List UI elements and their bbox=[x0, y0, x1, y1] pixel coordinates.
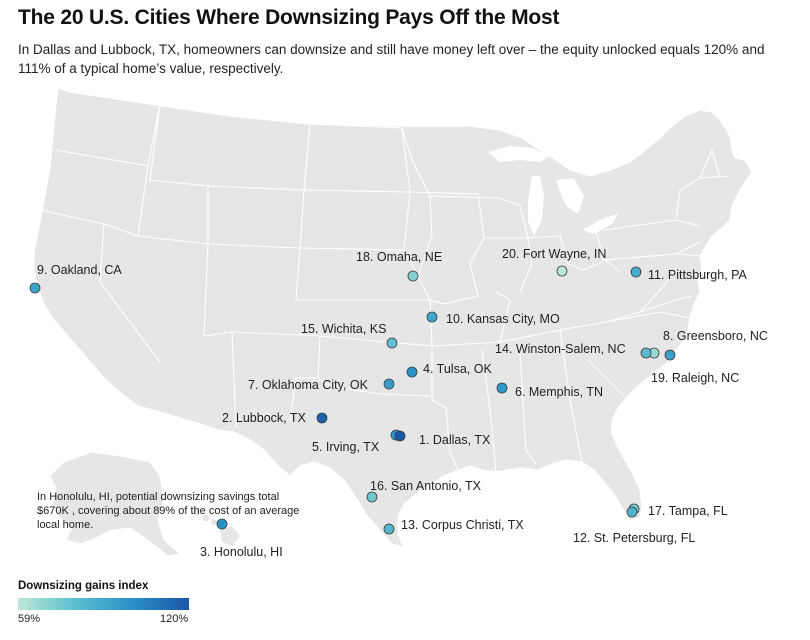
chart-title: The 20 U.S. Cities Where Downsizing Pays… bbox=[18, 6, 560, 29]
city-marker-tulsa-ok[interactable] bbox=[406, 366, 418, 378]
city-label-raleigh-nc: 19. Raleigh, NC bbox=[651, 371, 739, 385]
city-label-memphis-tn: 6. Memphis, TN bbox=[515, 385, 603, 399]
city-label-irving-tx: 5. Irving, TX bbox=[312, 440, 380, 454]
city-marker-wichita-ks[interactable] bbox=[386, 337, 398, 349]
city-label-san-antonio-tx: 16. San Antonio, TX bbox=[370, 479, 482, 493]
city-label-pittsburgh-pa: 11. Pittsburgh, PA bbox=[648, 268, 748, 282]
city-marker-honolulu-hi[interactable] bbox=[216, 518, 228, 530]
city-label-greensboro-nc: 8. Greensboro, NC bbox=[663, 329, 768, 343]
city-marker-oklahoma-city-ok[interactable] bbox=[383, 378, 395, 390]
legend-max-label: 120% bbox=[160, 613, 189, 625]
city-label-lubbock-tx: 2. Lubbock, TX bbox=[222, 411, 307, 425]
chart-subtitle: In Dallas and Lubbock, TX, homeowners ca… bbox=[18, 42, 765, 76]
city-marker-pittsburgh-pa[interactable] bbox=[630, 266, 642, 278]
city-marker-san-antonio-tx[interactable] bbox=[366, 491, 378, 503]
city-marker-st-petersburg-fl[interactable] bbox=[626, 506, 638, 518]
alaska-landmass bbox=[49, 451, 182, 557]
city-label-tampa-fl: 17. Tampa, FL bbox=[648, 504, 728, 518]
city-label-winston-salem-nc: 14. Winston-Salem, NC bbox=[495, 342, 626, 356]
city-label-honolulu-hi: 3. Honolulu, HI bbox=[200, 545, 283, 559]
city-label-wichita-ks: 15. Wichita, KS bbox=[301, 322, 386, 336]
city-marker-oakland-ca[interactable] bbox=[29, 282, 41, 294]
honolulu-note-line-2: $670K , covering about 89% of the cost o… bbox=[37, 505, 299, 517]
city-label-oakland-ca: 9. Oakland, CA bbox=[37, 263, 122, 277]
lake-erie bbox=[582, 214, 618, 234]
honolulu-note-line-1: In Honolulu, HI, potential downsizing sa… bbox=[37, 491, 279, 503]
hawaii-landmass bbox=[193, 509, 240, 546]
city-marker-dallas-tx[interactable] bbox=[394, 430, 406, 442]
honolulu-note: In Honolulu, HI, potential downsizing sa… bbox=[37, 491, 302, 531]
city-label-fort-wayne-in: 20. Fort Wayne, IN bbox=[502, 247, 606, 261]
legend-title: Downsizing gains index bbox=[18, 580, 149, 592]
city-label-corpus-christi-tx: 13. Corpus Christi, TX bbox=[401, 518, 524, 532]
lake-huron bbox=[556, 178, 584, 214]
city-label-oklahoma-city-ok: 7. Oklahoma City, OK bbox=[248, 378, 369, 392]
city-label-dallas-tx: 1. Dallas, TX bbox=[419, 433, 491, 447]
city-label-kansas-city-mo: 10. Kansas City, MO bbox=[446, 312, 560, 326]
city-label-omaha-ne: 18. Omaha, NE bbox=[356, 250, 442, 264]
city-marker-fort-wayne-in[interactable] bbox=[556, 265, 568, 277]
city-marker-memphis-tn[interactable] bbox=[496, 382, 508, 394]
state-borders bbox=[39, 103, 731, 473]
city-marker-kansas-city-mo[interactable] bbox=[426, 311, 438, 323]
city-label-st-petersburg-fl: 12. St. Petersburg, FL bbox=[573, 531, 695, 545]
city-marker-greensboro-nc[interactable] bbox=[664, 349, 676, 361]
honolulu-note-line-3: local home. bbox=[37, 519, 93, 531]
legend-color-bar bbox=[18, 598, 189, 610]
city-marker-lubbock-tx[interactable] bbox=[316, 412, 328, 424]
lake-superior bbox=[488, 146, 550, 162]
city-marker-omaha-ne[interactable] bbox=[407, 270, 419, 282]
city-marker-corpus-christi-tx[interactable] bbox=[383, 523, 395, 535]
city-marker-winston-salem-nc[interactable] bbox=[640, 347, 652, 359]
legend-min-label: 59% bbox=[18, 613, 41, 625]
lake-michigan bbox=[528, 176, 544, 236]
city-label-tulsa-ok: 4. Tulsa, OK bbox=[423, 362, 492, 376]
